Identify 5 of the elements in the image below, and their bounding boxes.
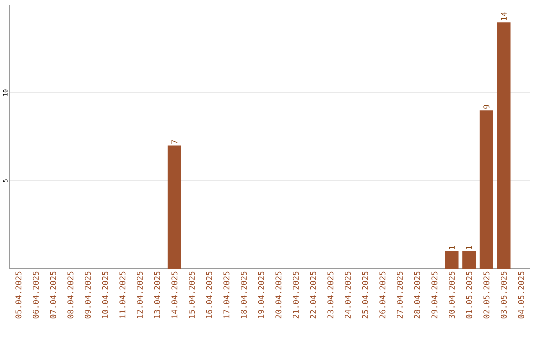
bar [480,110,494,269]
bar [168,146,182,269]
bar [462,251,476,269]
bar [445,251,459,269]
bar [497,22,511,269]
